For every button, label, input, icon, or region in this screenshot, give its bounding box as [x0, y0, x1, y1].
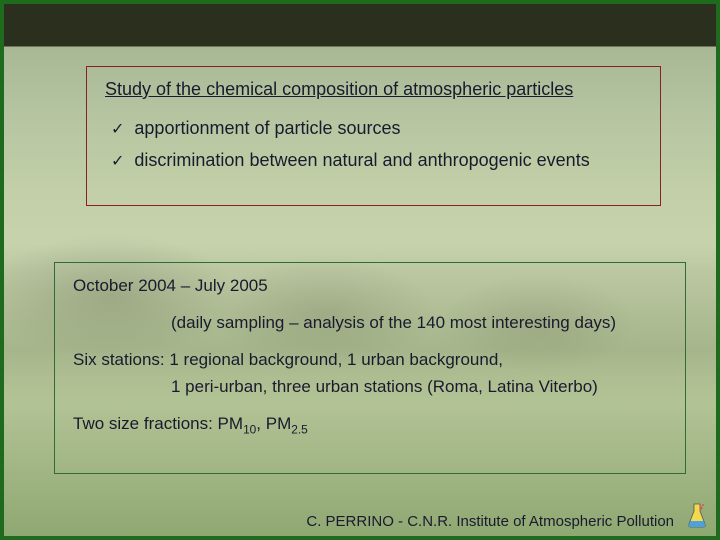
- sampling-text: (daily sampling – analysis of the 140 mo…: [171, 312, 667, 335]
- period-text: October 2004 – July 2005: [73, 275, 667, 298]
- checkmark-icon: ✓: [111, 118, 124, 142]
- fractions-sub-25: 2.5: [291, 422, 308, 436]
- flask-icon: [686, 502, 708, 528]
- slide-frame: Study of the chemical composition of atm…: [0, 0, 720, 540]
- study-heading: Study of the chemical composition of atm…: [105, 79, 642, 100]
- fractions-sub-10: 10: [243, 422, 256, 436]
- fractions-mid: , PM: [256, 414, 291, 433]
- checkmark-icon: ✓: [111, 150, 124, 174]
- study-box: Study of the chemical composition of atm…: [86, 66, 661, 206]
- footer-credit: C. PERRINO - C.N.R. Institute of Atmosph…: [306, 513, 674, 530]
- details-box: October 2004 – July 2005 (daily sampling…: [54, 262, 686, 474]
- stations-line-2: 1 peri-urban, three urban stations (Roma…: [171, 376, 667, 399]
- bullet-item: ✓ discrimination between natural and ant…: [111, 150, 642, 174]
- stations-line-1: Six stations: 1 regional background, 1 u…: [73, 349, 667, 372]
- fractions-line: Two size fractions: PM10, PM2.5: [73, 413, 667, 437]
- fractions-prefix: Two size fractions: PM: [73, 414, 243, 433]
- bullet-text: discrimination between natural and anthr…: [134, 150, 589, 171]
- bullet-text: apportionment of particle sources: [134, 118, 400, 139]
- bullet-item: ✓ apportionment of particle sources: [111, 118, 642, 142]
